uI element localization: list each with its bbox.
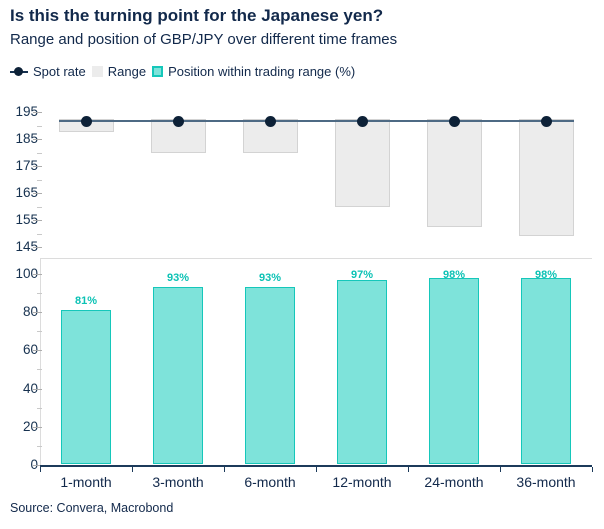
category-label-1-month: 1-month: [60, 474, 112, 490]
category-label-12-month: 12-month: [332, 474, 392, 490]
spot-dot-6-month: [264, 115, 276, 127]
y-tick-major: [33, 139, 42, 141]
y-tick-major: [33, 166, 42, 168]
x-axis-tick: [316, 467, 317, 472]
category-label-24-month: 24-month: [424, 474, 484, 490]
position-bar-12-month: [337, 279, 387, 464]
panel-separator: [40, 258, 592, 259]
y-tick-major: [33, 112, 42, 114]
legend-range-label: Range: [107, 64, 147, 79]
y-tick-label: 40: [22, 380, 38, 396]
chart-subtitle: Range and position of GBP/JPY over diffe…: [10, 31, 398, 48]
y-tick-minor: [37, 233, 42, 235]
y-tick-label: 195: [15, 104, 38, 120]
spot-dot-12-month: [356, 115, 368, 127]
y-tick-label: 0: [4, 457, 38, 472]
range-bar-12-month: [334, 119, 390, 207]
x-axis-tick: [40, 467, 41, 472]
x-axis-tick: [224, 467, 225, 472]
position-bar-1-month: [61, 310, 111, 464]
y-tick-major: [33, 193, 42, 195]
y-tick-minor: [37, 445, 42, 447]
x-axis-tick: [500, 467, 501, 472]
legend-spot-label: Spot rate: [33, 64, 86, 79]
bottom-panel-left-border: [40, 258, 41, 465]
y-tick-label: 175: [15, 158, 38, 174]
spot-rate-marker-icon: [10, 66, 28, 77]
y-tick-minor: [37, 369, 42, 371]
value-label-12-month: 97%: [350, 269, 374, 281]
y-tick-major: [33, 350, 42, 352]
page-title: Is this the turning point for the Japane…: [10, 6, 384, 25]
position-bar-24-month: [429, 277, 479, 464]
spot-dot-3-month: [172, 115, 184, 127]
value-label-1-month: 81%: [74, 295, 98, 308]
y-tick-minor: [37, 179, 42, 181]
y-tick-minor: [37, 292, 42, 294]
x-axis-tick: [592, 467, 593, 472]
spot-rate-line: [58, 120, 574, 123]
value-label-24-month: 98%: [442, 269, 466, 281]
y-tick-label: 100: [15, 265, 38, 281]
y-tick-major: [33, 388, 42, 390]
y-tick-major: [33, 312, 42, 314]
legend-item-spot-rate: Spot rate: [10, 64, 86, 79]
position-bar-3-month: [153, 287, 203, 464]
y-tick-minor: [37, 152, 42, 154]
y-tick-label: 60: [22, 342, 38, 358]
range-bar-36-month: [518, 119, 574, 237]
y-tick-major: [33, 247, 42, 249]
y-tick-label: 145: [15, 239, 38, 255]
spot-dot-24-month: [448, 115, 460, 127]
value-label-36-month: 98%: [534, 269, 558, 281]
y-tick-minor: [37, 206, 42, 208]
category-label-3-month: 3-month: [152, 474, 204, 490]
x-axis-tick: [408, 467, 409, 472]
range-bar-24-month: [426, 119, 482, 227]
y-tick-label: 155: [15, 212, 38, 228]
y-tick-major: [33, 465, 42, 466]
spot-dot-36-month: [540, 115, 552, 127]
position-swatch-icon: [152, 66, 164, 77]
category-label-36-month: 36-month: [516, 474, 576, 490]
value-label-3-month: 93%: [166, 272, 190, 285]
source-note: Source: Convera, Macrobond: [10, 501, 174, 515]
x-axis-tick: [132, 467, 133, 472]
position-bar-36-month: [521, 277, 571, 464]
y-tick-label: 80: [22, 304, 38, 320]
range-swatch-icon: [91, 66, 103, 77]
y-tick-major: [33, 220, 42, 222]
legend-position-label: Position within trading range (%): [168, 64, 356, 79]
x-axis-line: [40, 465, 592, 467]
legend-item-position: Position within trading range (%): [152, 64, 355, 79]
y-tick-major: [33, 426, 42, 428]
y-tick-label: 185: [15, 131, 38, 147]
y-tick-minor: [37, 331, 42, 333]
category-label-6-month: 6-month: [244, 474, 296, 490]
value-label-6-month: 93%: [258, 272, 282, 285]
legend-item-range: Range: [91, 64, 147, 79]
y-tick-minor: [37, 125, 42, 127]
position-bar-6-month: [245, 287, 295, 464]
y-tick-major: [33, 273, 42, 275]
y-tick-label: 165: [15, 185, 38, 201]
chart-legend: Spot rate Range Position within trading …: [10, 64, 355, 79]
spot-dot-1-month: [80, 115, 92, 127]
y-tick-label: 20: [22, 418, 38, 434]
y-tick-minor: [37, 407, 42, 409]
